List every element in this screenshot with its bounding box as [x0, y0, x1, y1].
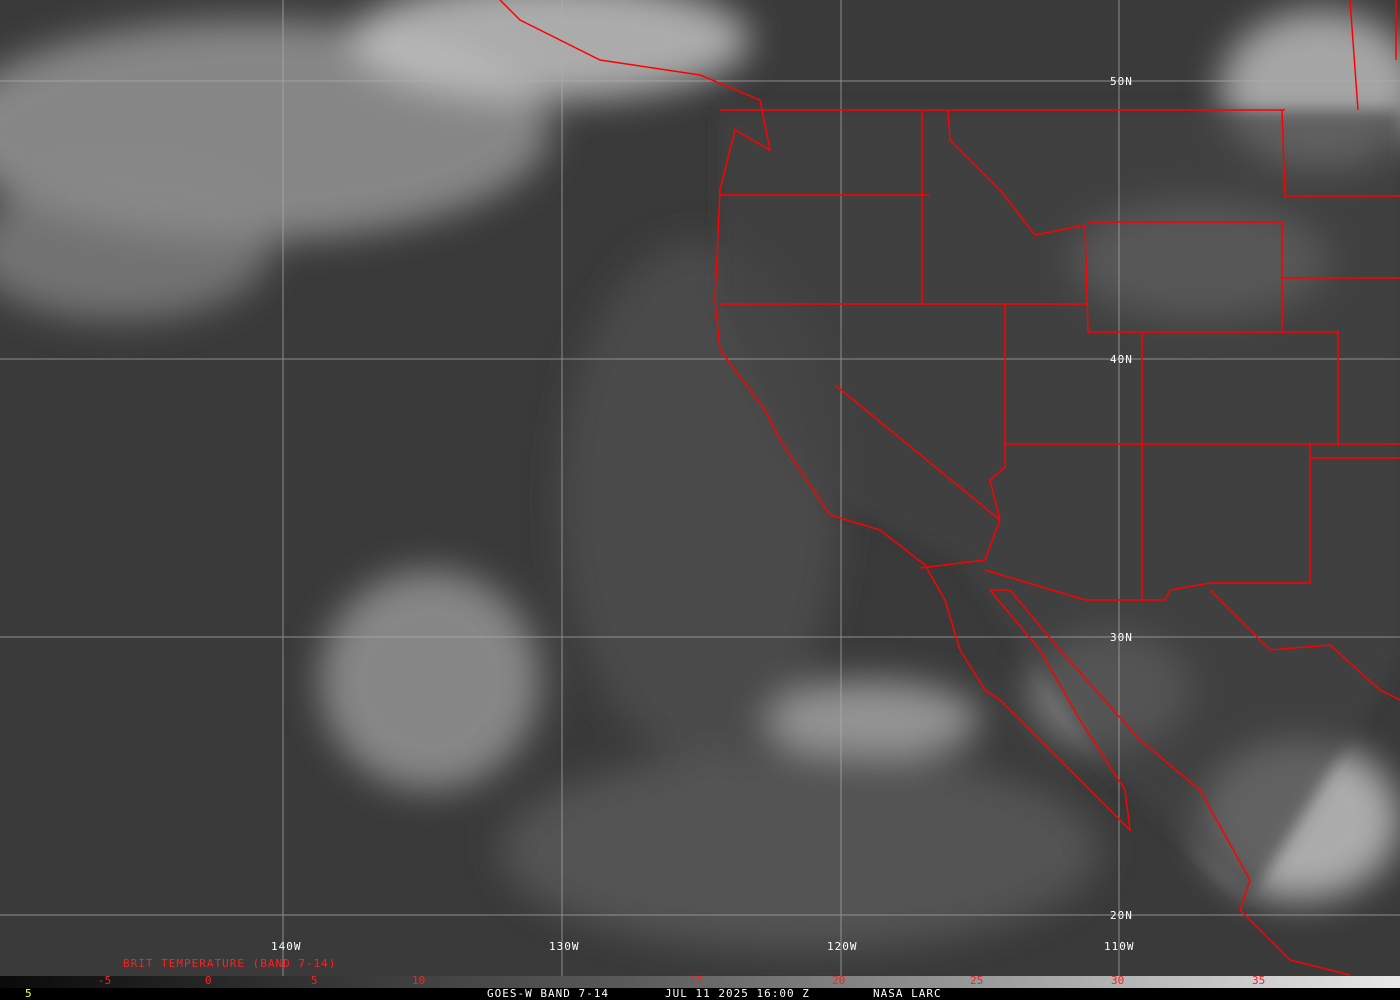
image-datetime: JUL 11 2025 16:00 Z: [665, 987, 810, 1000]
state-lines: [720, 0, 1400, 601]
footer-bar: 5 GOES-W BAND 7-14 JUL 11 2025 16:00 Z N…: [0, 987, 1400, 1000]
colorbar-tick: 15: [690, 974, 704, 987]
longitude-label: 130W: [549, 940, 580, 953]
colorbar-tick: 30: [1111, 974, 1125, 987]
latitude-label: 50N: [1110, 75, 1133, 88]
land-layer: [720, 110, 1400, 900]
coastline: [499, 0, 1351, 976]
longitude-label: 120W: [827, 940, 858, 953]
boundaries: [499, 0, 1400, 976]
latitude-label: 40N: [1110, 353, 1133, 366]
colorbar-tick: -5: [98, 974, 112, 987]
gulf-coast: [1209, 589, 1400, 701]
satellite-image: 140W 130W 120W 110W 50N 40N 30N 20N BRIT…: [0, 0, 1400, 976]
legend-title: BRIT TEMPERATURE (BAND 7-14): [123, 957, 337, 970]
latitude-label: 20N: [1110, 909, 1133, 922]
latitude-label: 30N: [1110, 631, 1133, 644]
longitude-label: 110W: [1104, 940, 1135, 953]
colorbar-tick: 5: [311, 974, 318, 987]
colorbar-tick: 25: [970, 974, 984, 987]
colorbar-tick: 35: [1252, 974, 1266, 987]
map-overlay: [0, 0, 1400, 976]
graticule: [0, 0, 1400, 976]
colorbar-tick: 10: [412, 974, 426, 987]
colorbar-tick: 20: [832, 974, 846, 987]
colorbar-tick: 0: [205, 974, 212, 987]
data-source: NASA LARC: [873, 987, 942, 1000]
colorbar: -5 0 5 10 15 20 25 30 35: [0, 974, 1400, 988]
footer-value: 5: [25, 987, 33, 1000]
satellite-band: GOES-W BAND 7-14: [487, 987, 609, 1000]
longitude-label: 140W: [271, 940, 302, 953]
